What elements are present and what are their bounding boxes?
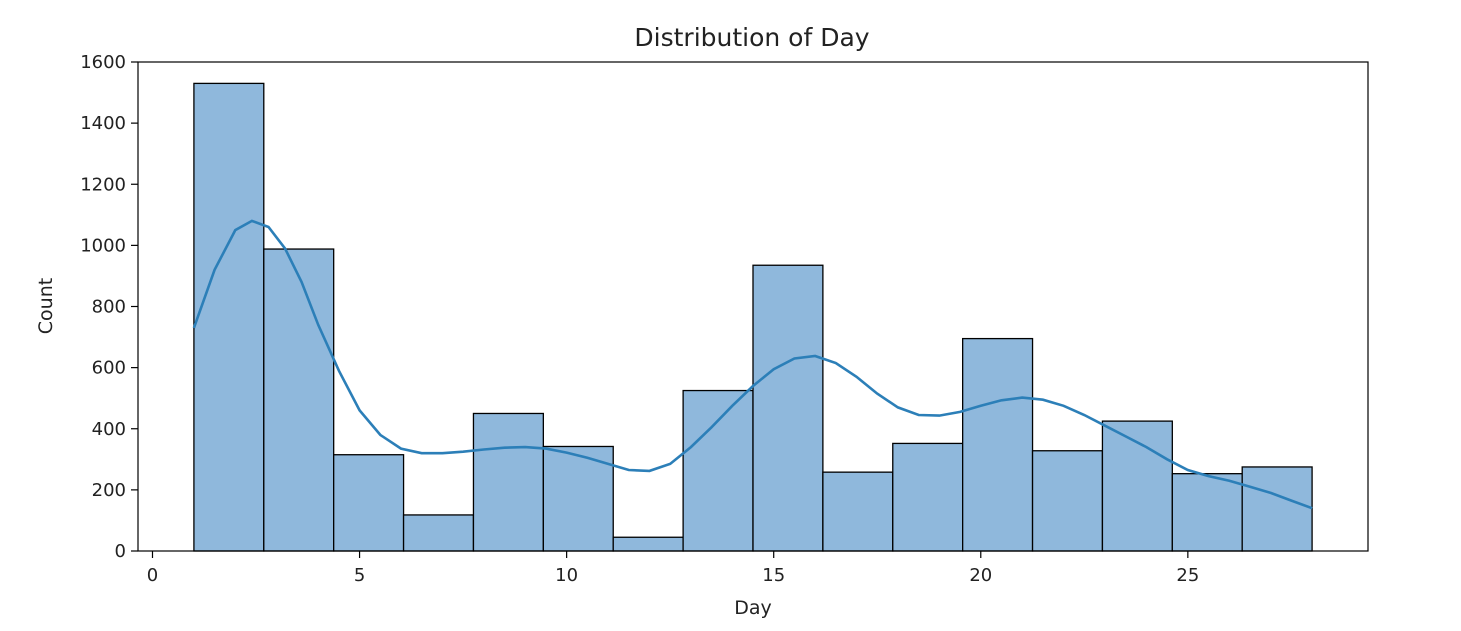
y-tick-label: 800 xyxy=(92,297,126,318)
histogram-bar-14 xyxy=(1171,473,1243,552)
x-axis-label: Day xyxy=(734,597,772,619)
y-axis-label: Count xyxy=(35,278,57,334)
histogram-bar-1 xyxy=(263,248,335,552)
x-tick-label: 15 xyxy=(762,565,785,586)
x-tick-label: 10 xyxy=(555,565,578,586)
histogram-bar-11 xyxy=(962,337,1034,552)
y-tick-label: 0 xyxy=(115,541,126,562)
y-tick-label: 200 xyxy=(92,480,126,501)
y-axis-ticks: 0 200 400 600 800 1000 1200 1400 1600 xyxy=(80,52,138,562)
histogram-bar-2 xyxy=(333,454,405,552)
histogram-bar-0 xyxy=(193,82,265,552)
x-tick-label: 20 xyxy=(969,565,992,586)
x-tick-label: 0 xyxy=(147,565,158,586)
density-curve xyxy=(192,219,1313,510)
x-tick-label: 25 xyxy=(1176,565,1199,586)
histogram-bar-7 xyxy=(682,389,754,552)
histogram-bar-13 xyxy=(1101,420,1173,552)
histogram-bar-5 xyxy=(542,445,614,552)
y-tick-label: 1600 xyxy=(80,52,126,73)
histogram-bar-12 xyxy=(1031,450,1104,552)
histogram-bar-6 xyxy=(612,536,684,552)
histogram-bar-4 xyxy=(472,412,544,552)
chart-title: Distribution of Day xyxy=(634,23,869,52)
histogram-bar-10 xyxy=(892,442,964,552)
y-tick-label: 600 xyxy=(92,358,126,379)
histogram-bar-15 xyxy=(1241,466,1313,552)
histogram-bar-8 xyxy=(752,264,824,552)
y-tick-label: 1000 xyxy=(80,235,126,256)
y-tick-label: 1200 xyxy=(80,174,126,195)
histogram-bar-9 xyxy=(822,471,894,552)
y-tick-label: 400 xyxy=(92,419,126,440)
histogram-bar-3 xyxy=(402,514,475,552)
y-tick-label: 1400 xyxy=(80,113,126,134)
histogram-bars xyxy=(193,82,1313,552)
x-tick-label: 5 xyxy=(354,565,365,586)
x-axis-ticks: 0 5 10 15 20 25 xyxy=(147,551,1199,586)
